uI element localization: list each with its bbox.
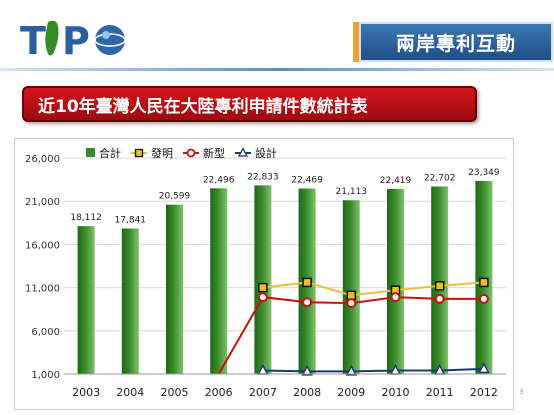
- y-tick-label: 26,000: [25, 154, 60, 165]
- legend-label: 合計: [99, 146, 121, 160]
- series-line-發明: [262, 281, 484, 297]
- point-新型: [434, 293, 445, 304]
- x-tick-label: 2004: [116, 386, 144, 399]
- point-發明: [434, 281, 445, 291]
- point-新型: [478, 293, 489, 304]
- point-新型: [346, 298, 357, 309]
- data-label: 18,112: [70, 213, 102, 223]
- x-tick-label: 2009: [337, 386, 365, 399]
- taiwan-island-icon: [45, 20, 59, 56]
- bar-2010: [387, 188, 404, 374]
- legend-label: 設計: [255, 146, 277, 160]
- bar-2003: [77, 226, 95, 374]
- globe-icon: [94, 25, 126, 55]
- data-label: 20,599: [159, 192, 191, 202]
- x-tick-label: 2005: [161, 386, 189, 399]
- x-tick-label: 2006: [205, 386, 233, 399]
- data-label: 23,349: [468, 168, 500, 178]
- legend-marker-新型: [186, 148, 196, 158]
- y-tick-label: 21,000: [25, 197, 60, 208]
- bar-2004: [121, 228, 139, 374]
- svg-text:P: P: [62, 19, 90, 63]
- bar-2006: [210, 188, 228, 374]
- y-tick-label: 6,000: [31, 327, 60, 338]
- bar-2005: [166, 204, 183, 374]
- svg-text:T: T: [20, 19, 46, 63]
- data-label: 22,419: [380, 176, 412, 186]
- x-tick-label: 2010: [382, 386, 410, 399]
- bar-2011: [431, 186, 449, 374]
- header-rule: [0, 68, 554, 71]
- x-tick-label: 2008: [293, 386, 321, 399]
- x-tick-label: 2011: [426, 386, 454, 399]
- point-發明: [302, 277, 312, 288]
- data-label: 22,469: [291, 176, 323, 186]
- point-新型: [390, 292, 401, 303]
- x-tick-label: 2007: [249, 386, 277, 399]
- point-設計: [345, 364, 358, 376]
- point-新型: [257, 292, 268, 303]
- chart: 18,112 17,841 20,599 22,496 22,833 22,469 21,1…: [25, 146, 506, 399]
- legend-label: 新型: [203, 146, 225, 160]
- bar-2012: [475, 180, 493, 374]
- chart-title-banner: 近10年臺灣人民在大陸專利申請件數統計表: [22, 86, 477, 122]
- bar-2007: [254, 185, 272, 374]
- legend-marker-發明: [134, 148, 144, 158]
- x-tick-label: 2012: [470, 386, 498, 399]
- point-新型: [302, 297, 313, 308]
- tipo-logo: T P: [20, 19, 126, 63]
- data-label: 21,113: [336, 187, 368, 197]
- y-tick-label: 1,000: [31, 370, 60, 381]
- bar-2009: [342, 200, 360, 374]
- point-設計: [478, 362, 490, 374]
- point-設計: [301, 364, 313, 376]
- x-tick-label: 2003: [72, 386, 100, 399]
- data-label: 17,841: [115, 215, 147, 225]
- y-tick-label: 11,000: [25, 284, 60, 295]
- series-line-設計: [262, 367, 484, 373]
- data-label: 22,496: [203, 175, 235, 185]
- data-label: 22,833: [247, 172, 279, 182]
- y-tick-label: 16,000: [25, 240, 60, 251]
- page-number: 3: [519, 388, 524, 396]
- data-label: 22,702: [424, 173, 456, 183]
- legend-label: 發明: [151, 146, 173, 160]
- section-title: 兩岸專利互動: [359, 22, 553, 62]
- legend-swatch-合計: [86, 148, 95, 157]
- point-發明: [258, 282, 268, 293]
- point-發明: [479, 277, 489, 288]
- legend-marker-設計: [237, 147, 249, 157]
